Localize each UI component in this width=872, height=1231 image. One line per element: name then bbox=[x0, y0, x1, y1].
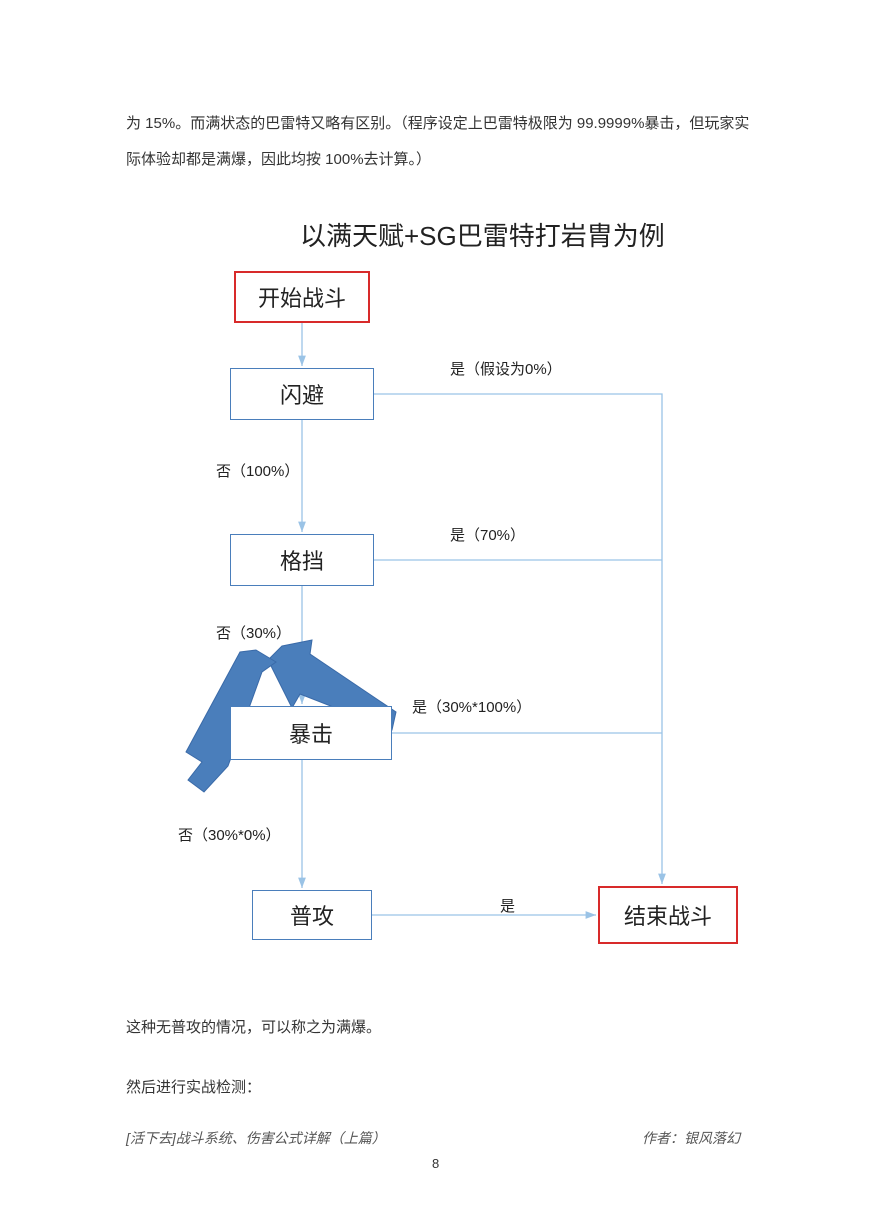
edge-label-block-no: 否（30%） bbox=[216, 622, 291, 643]
footer-title: [活下去]战斗系统、伤害公式详解（上篇） bbox=[126, 1128, 386, 1148]
footer-author: 作者：银风落幻 bbox=[642, 1128, 740, 1148]
node-block-label: 格挡 bbox=[280, 544, 324, 576]
intro-paragraph: 为 15%。而满状态的巴雷特又略有区别。（程序设定上巴雷特极限为 99.9999… bbox=[126, 106, 750, 178]
outro-paragraph-2: 然后进行实战检测： bbox=[126, 1070, 261, 1106]
edge-label-dodge-no: 否（100%） bbox=[216, 460, 299, 481]
node-end-label: 结束战斗 bbox=[624, 899, 712, 931]
node-dodge-label: 闪避 bbox=[280, 378, 324, 410]
edge-label-normal-yes: 是 bbox=[500, 895, 515, 916]
edge-label-dodge-yes: 是（假设为0%） bbox=[450, 358, 562, 379]
node-start-label: 开始战斗 bbox=[258, 281, 346, 313]
node-normal-label: 普攻 bbox=[290, 899, 334, 931]
node-end: 结束战斗 bbox=[598, 886, 738, 944]
flowchart-title: 以满天赋+SG巴雷特打岩胄为例 bbox=[300, 216, 665, 253]
page-number: 8 bbox=[432, 1156, 439, 1171]
edge-label-crit-no: 否（30%*0%） bbox=[178, 824, 281, 845]
node-normal: 普攻 bbox=[252, 890, 372, 940]
edge-label-block-yes: 是（70%） bbox=[450, 524, 525, 545]
node-start: 开始战斗 bbox=[234, 271, 370, 323]
page: 为 15%。而满状态的巴雷特又略有区别。（程序设定上巴雷特极限为 99.9999… bbox=[0, 0, 872, 1231]
outro-paragraph-1: 这种无普攻的情况，可以称之为满爆。 bbox=[126, 1010, 381, 1046]
node-crit: 暴击 bbox=[230, 706, 392, 760]
edge-label-crit-yes: 是（30%*100%） bbox=[412, 696, 531, 717]
flow-edges bbox=[0, 0, 872, 1231]
node-dodge: 闪避 bbox=[230, 368, 374, 420]
node-block: 格挡 bbox=[230, 534, 374, 586]
node-crit-label: 暴击 bbox=[289, 717, 333, 749]
